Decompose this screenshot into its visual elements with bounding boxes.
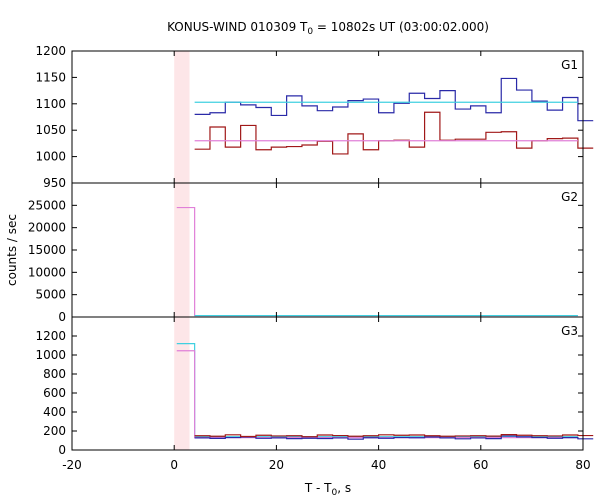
y-tick-label: 0: [58, 310, 66, 324]
panel-g2: 0 5000 10000 15000 20000 25000 G2: [28, 182, 584, 324]
y-tick-label: 800: [43, 367, 66, 381]
panel-g1: 950 1000 1050 1100 1150 1200 G1: [35, 44, 594, 190]
x-tick-label: 0: [170, 458, 178, 472]
shaded-interval: [174, 183, 190, 317]
panel-label: G2: [561, 190, 578, 204]
panel-g3: 0 200 400 600 800 1000 1200 G3: [35, 316, 594, 457]
y-tick-label: 1000: [35, 348, 66, 362]
series-line: [194, 434, 594, 438]
x-tick-label: -20: [62, 458, 82, 472]
chart-title: KONUS-WIND 010309 T0 = 10802s UT (03:00:…: [167, 20, 489, 37]
x-tick-label: 40: [371, 458, 386, 472]
y-tick-label: 10000: [28, 265, 66, 279]
series-line: [176, 350, 578, 439]
y-tick-label: 25000: [28, 198, 66, 212]
y-tick-label: 400: [43, 405, 66, 419]
y-tick-label: 1100: [35, 97, 66, 111]
x-tick-label: 80: [575, 458, 590, 472]
panel-frame: [71, 316, 584, 451]
y-tick-label: 1200: [35, 329, 66, 343]
x-tick-label: 60: [473, 458, 488, 472]
series-line: [176, 206, 578, 317]
series-line: [194, 111, 594, 155]
series-line: [194, 77, 594, 122]
y-tick-label: 1150: [35, 70, 66, 84]
y-tick-label: 200: [43, 424, 66, 438]
y-tick-label: 1050: [35, 123, 66, 137]
y-tick-label: 15000: [28, 243, 66, 257]
y-tick-label: 5000: [35, 288, 66, 302]
x-tick-label: 20: [269, 458, 284, 472]
panel-frame: [71, 182, 584, 318]
y-tick-label: 20000: [28, 221, 66, 235]
x-axis-label: T - T0, s: [304, 481, 351, 498]
shaded-interval: [174, 317, 190, 450]
y-tick-label: 1200: [35, 44, 66, 58]
series-line: [176, 343, 578, 438]
y-tick-label: 950: [43, 176, 66, 190]
y-tick-label: 0: [58, 443, 66, 457]
y-axis-label: counts / sec: [5, 214, 19, 286]
panel-label: G1: [561, 58, 578, 72]
shaded-interval: [174, 51, 190, 183]
panel-label: G3: [561, 324, 578, 338]
series-line: [194, 435, 594, 440]
panel-frame: [71, 50, 584, 184]
y-tick-label: 1000: [35, 150, 66, 164]
y-tick-label: 600: [43, 386, 66, 400]
